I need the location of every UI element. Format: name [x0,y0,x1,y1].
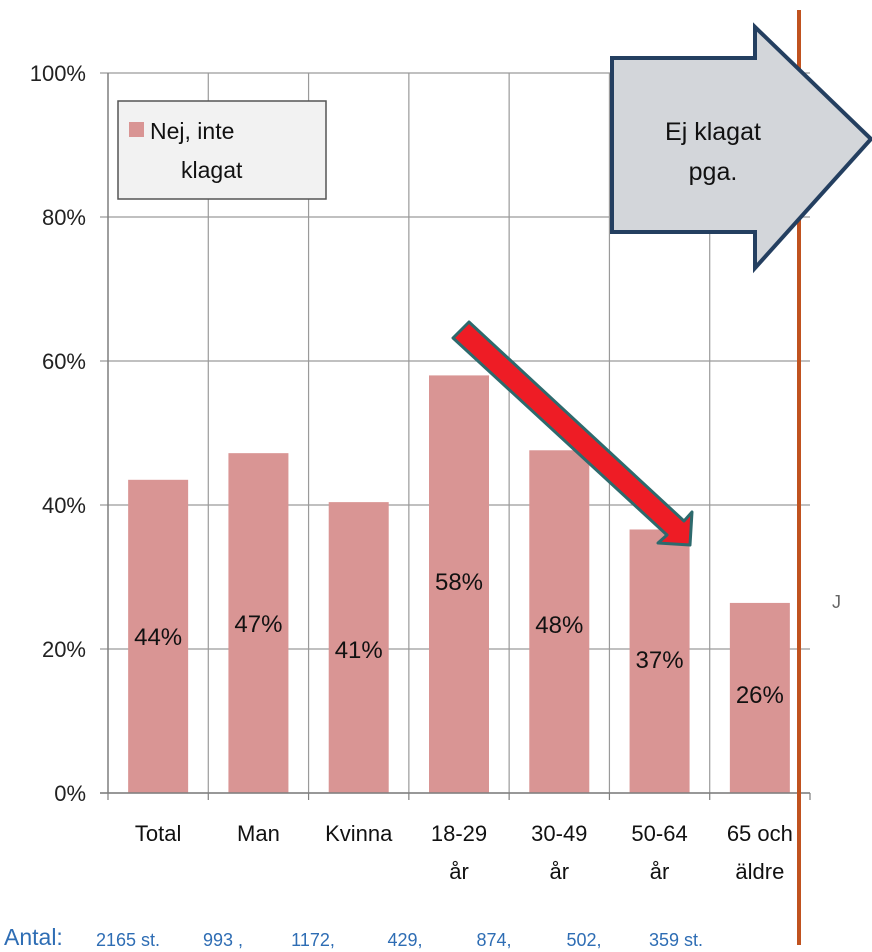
bar-value-labels: 44% 47% 41% 58% 48% 37% 26% [134,569,784,709]
count-value: 1172, [291,930,335,950]
y-tick-label: 40% [42,493,86,518]
legend-swatch [129,122,144,137]
axes [100,73,811,800]
bar [629,529,690,793]
bar [729,602,790,793]
count-value: 874, [476,930,511,950]
callout-text-line-1: Ej klagat [665,118,761,146]
bars [128,375,790,793]
legend-text-line-2: klagat [181,157,243,183]
legend-text-line-1: Nej, inte [150,118,234,144]
bar-value-label: 48% [535,612,583,639]
bar [128,479,189,793]
category-label: år [449,859,469,884]
count-value: 993 , [203,930,243,950]
bar [228,453,289,793]
trend-arrow [451,320,694,547]
category-label: Man [237,821,280,846]
category-label: 50-64 [631,821,687,846]
bar-value-label: 44% [134,624,182,651]
count-value: 2165 st. [96,930,160,950]
y-tick-label: 60% [42,349,86,374]
category-labels: Total Man Kvinna 18-29 år 30-49 år 50-64 år 65 oc… [135,821,793,884]
counts-title: Antal: [4,924,63,950]
category-label: år [650,859,670,884]
callout-arrow-shape [610,22,872,274]
category-label: Kvinna [325,821,393,846]
bar [429,375,489,793]
counts-row: Antal: 2165 st. 993 , 1172, 429, 874, 502, 359… [4,924,703,950]
category-label: äldre [735,859,784,884]
legend-box [117,100,327,200]
y-tick-label: 0% [54,781,86,806]
y-tick-labels: 0% 20% 40% 60% 80% 100% [30,61,86,806]
bar [529,450,590,793]
bar [328,502,389,793]
category-label: 30-49 [531,821,587,846]
y-tick-label: 100% [30,61,86,86]
legend: Nej, inte klagat [117,100,327,200]
category-label: år [550,859,570,884]
y-tick-label: 20% [42,637,86,662]
callout-text-line-2: pga. [689,158,738,186]
bar-value-label: 58% [435,569,483,596]
bar-value-label: 26% [736,682,784,709]
category-label: 65 och [727,821,793,846]
count-value: 359 st. [649,930,703,950]
bar-value-label: 41% [335,637,383,664]
category-label: Total [135,821,181,846]
y-tick-label: 80% [42,205,86,230]
count-value: 429, [387,930,422,950]
bar-value-label: 37% [636,647,684,674]
stray-glyph: J [832,592,841,612]
count-value: 502, [566,930,601,950]
category-label: 18-29 [431,821,487,846]
bar-value-label: 47% [234,611,282,638]
